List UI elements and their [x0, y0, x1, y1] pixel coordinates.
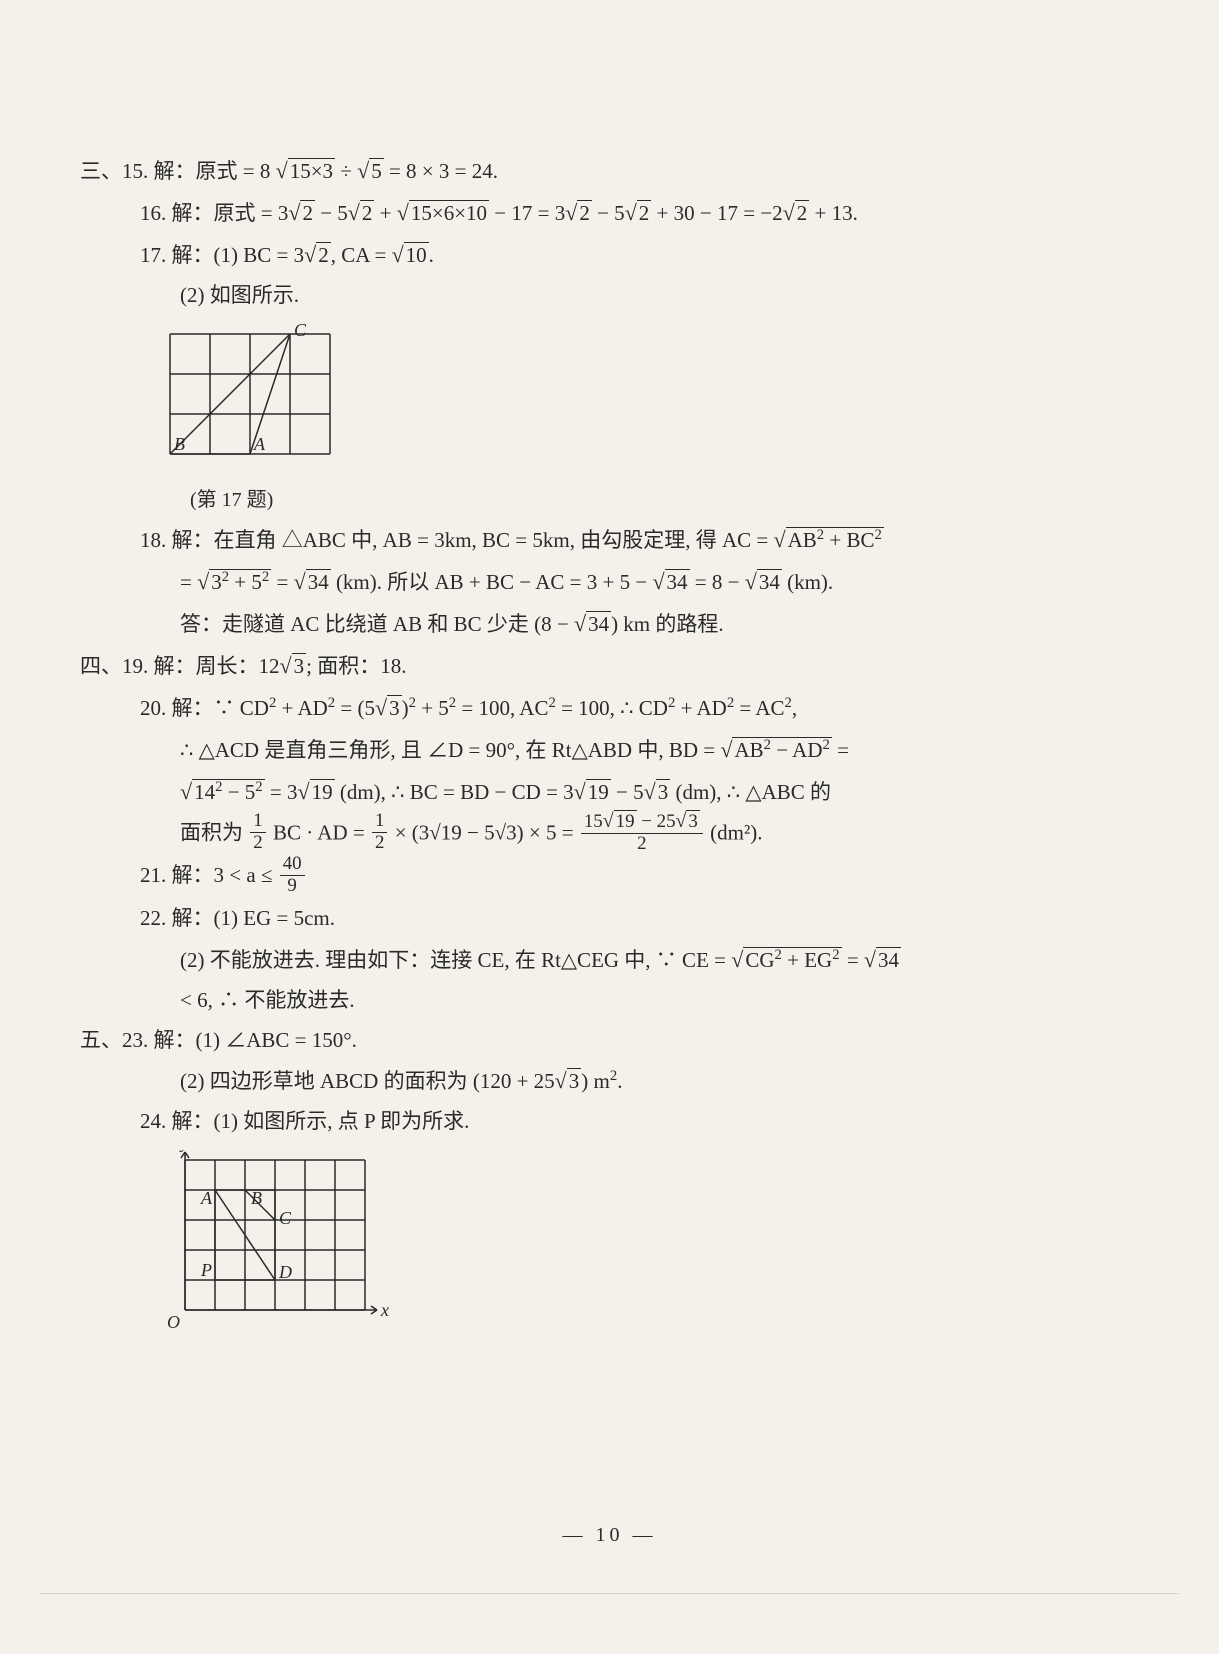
q22c: < 6, ∴ 不能放进去.: [180, 981, 1159, 1021]
q24a: 24. 解：(1) 如图所示, 点 P 即为所求.: [140, 1102, 1159, 1142]
page-number: — 10 —: [0, 1516, 1219, 1554]
frac-half-2: 12: [372, 811, 387, 854]
q20d: 面积为 12 BC · AD = 12 × (3√19 − 5√3) × 5 =…: [180, 813, 1159, 857]
svg-text:C: C: [294, 324, 307, 340]
q20a: 20. 解：∵ CD2 + AD2 = (53)2 + 52 = 100, AC…: [140, 687, 1159, 729]
q20d-post: (dm²).: [710, 820, 762, 844]
q18a: 18. 解：在直角 △ABC 中, AB = 3km, BC = 5km, 由勾…: [140, 519, 1159, 561]
q20d-mid: BC · AD =: [273, 820, 370, 844]
q20d-mid2: × (3√19 − 5√3) × 5 =: [395, 820, 579, 844]
q17b: (2) 如图所示.: [180, 276, 1159, 316]
svg-text:C: C: [279, 1208, 292, 1228]
q16: 16. 解：原式 = 32 − 52 + 15×6×10 − 17 = 32 −…: [140, 192, 1159, 234]
q23b: (2) 四边形草地 ABCD 的面积为 (120 + 253) m2.: [180, 1060, 1159, 1102]
svg-text:O: O: [167, 1312, 180, 1332]
q18b: = 32 + 52 = 34 (km). 所以 AB + BC − AC = 3…: [180, 561, 1159, 603]
q22b: (2) 不能放进去. 理由如下：连接 CE, 在 Rt△CEG 中, ∵ CE …: [180, 939, 1159, 981]
q19: 四、19. 解：周长：123; 面积：18.: [80, 645, 1159, 687]
q21: 21. 解：3 < a ≤ 409: [140, 856, 1159, 899]
svg-text:A: A: [253, 434, 266, 454]
svg-text:B: B: [174, 434, 185, 454]
figure-24: Ox y A BC D P: [155, 1150, 1159, 1354]
figure-17: B A C: [160, 324, 1159, 478]
svg-text:A: A: [200, 1188, 213, 1208]
q20b: ∴ △ACD 是直角三角形, 且 ∠D = 90°, 在 Rt△ABD 中, B…: [180, 729, 1159, 771]
q22a: 22. 解：(1) EG = 5cm.: [140, 899, 1159, 939]
q18c: 答：走隧道 AC 比绕道 AB 和 BC 少走 (8 − 34) km 的路程.: [180, 603, 1159, 645]
q20d-pre: 面积为: [180, 820, 248, 844]
scan-artifact-line: [40, 1593, 1179, 1594]
svg-text:x: x: [380, 1300, 389, 1320]
svg-text:D: D: [278, 1262, 292, 1282]
frac-big: 1519 − 2532: [581, 811, 703, 855]
q21-pre: 21. 解：3 < a ≤: [140, 863, 278, 887]
svg-text:P: P: [200, 1260, 212, 1280]
svg-text:B: B: [251, 1188, 262, 1208]
page: 三、15. 解：原式 = 8 15×3 ÷ 5 = 8 × 3 = 24. 16…: [0, 0, 1219, 1654]
q20c: 142 − 52 = 319 (dm), ∴ BC = BD − CD = 31…: [180, 771, 1159, 813]
q15: 三、15. 解：原式 = 8 15×3 ÷ 5 = 8 × 3 = 24.: [80, 150, 1159, 192]
frac-40-9: 409: [280, 854, 305, 897]
svg-text:y: y: [179, 1150, 189, 1152]
q23a: 五、23. 解：(1) ∠ABC = 150°.: [80, 1021, 1159, 1061]
frac-half-1: 12: [250, 811, 265, 854]
figure-17-caption: (第 17 题): [190, 481, 1159, 519]
q17a: 17. 解：(1) BC = 32, CA = 10.: [140, 234, 1159, 276]
